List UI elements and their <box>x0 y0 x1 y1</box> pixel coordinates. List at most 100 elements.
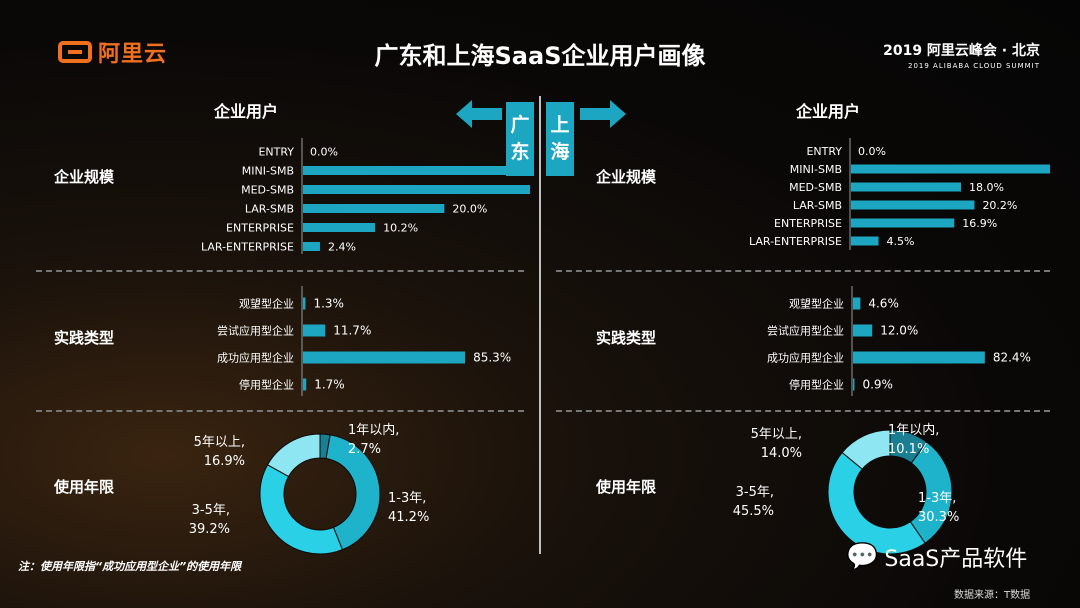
category-label: 停用型企业 <box>239 378 294 392</box>
region-char: 海 <box>550 141 570 163</box>
category-label: 观望型企业 <box>789 297 844 311</box>
category-label: ENTERPRISE <box>226 222 294 235</box>
bar <box>303 297 306 310</box>
region-char: 东 <box>510 141 530 163</box>
category-label: MINI-SMB <box>790 163 842 176</box>
separator-2-left <box>36 410 524 412</box>
donut-label: 1年以内, <box>888 422 939 438</box>
data-label: 0.0% <box>858 145 886 158</box>
data-label: 85.3% <box>473 351 511 365</box>
region-box-guangdong: 广 东 <box>506 102 534 176</box>
category-label: 成功应用型企业 <box>217 351 294 365</box>
separator-2-right <box>556 410 1050 412</box>
donut-label: 5年以上, <box>194 435 245 450</box>
donut-slice <box>259 464 344 555</box>
donut-label: 14.0% <box>761 446 802 461</box>
left-column-header: 企业用户 <box>214 102 279 121</box>
bar <box>303 204 445 213</box>
bar <box>851 164 1050 174</box>
data-label: 16.9% <box>962 217 997 230</box>
wechat-icon: 💬 <box>846 542 879 572</box>
data-label: 20.2% <box>982 199 1017 212</box>
donut-slice <box>841 429 891 470</box>
arrow-left-icon <box>456 98 502 130</box>
watermark-text: SaaS产品软件 <box>884 547 1028 572</box>
bar-chart-practice-guangdong: 观望型企业 1.3% 尝试应用型企业 11.7% 成功应用型企业 85.3% 停用型企业 1.… <box>217 286 511 396</box>
donut-label: 3-5年, <box>736 485 774 500</box>
separator-1-left <box>36 270 524 272</box>
bar <box>853 324 873 337</box>
donut-label: 5年以上, <box>751 427 802 442</box>
bar <box>853 351 985 364</box>
bar <box>853 297 861 310</box>
bar <box>853 378 855 391</box>
bar <box>851 236 879 246</box>
bar <box>303 351 466 364</box>
donut-slice <box>827 451 926 555</box>
page-title: 广东和上海SaaS企业用户画像 <box>374 42 706 70</box>
summit-line-2: 2019 ALIBABA CLOUD SUMMIT <box>908 62 1040 70</box>
right-column-header: 企业用户 <box>796 102 861 121</box>
donut-slice <box>325 434 381 551</box>
data-label: 1.3% <box>313 297 344 311</box>
donut-slice <box>266 433 321 478</box>
bar <box>851 200 975 210</box>
category-label: 尝试应用型企业 <box>767 324 844 338</box>
data-label: 10.2% <box>383 222 418 235</box>
center-divider <box>539 96 541 554</box>
donut-label: 1年以内, <box>348 422 399 438</box>
category-label: ENTRY <box>258 146 294 159</box>
data-label: 4.6% <box>868 297 899 311</box>
row-label-years-left: 使用年限 <box>54 478 115 496</box>
data-label: 18.0% <box>969 181 1004 194</box>
bar <box>303 242 320 251</box>
donut-label: 2.7% <box>348 442 381 457</box>
donut-label: 39.2% <box>189 522 230 537</box>
category-label: LAR-ENTERPRISE <box>201 241 294 254</box>
data-source: 数据来源：T数据 <box>954 590 1031 601</box>
category-label: MED-SMB <box>789 181 842 194</box>
bar <box>851 182 961 192</box>
category-label: 成功应用型企业 <box>767 351 844 365</box>
data-label: 11.7% <box>333 324 371 338</box>
donut-label: 1-3年, <box>388 491 426 506</box>
summit-line-1: 2019 阿里云峰会 · 北京 <box>883 43 1040 59</box>
bar <box>303 324 326 337</box>
donut-label: 45.5% <box>733 504 774 519</box>
region-char: 上 <box>550 114 570 136</box>
row-label-years-right: 使用年限 <box>596 478 657 496</box>
row-label-scale-left: 企业规模 <box>54 168 115 186</box>
category-label: ENTRY <box>806 145 842 158</box>
row-label-practice-right: 实践类型 <box>596 329 657 347</box>
alibaba-cloud-logo: 阿里云 <box>58 36 167 68</box>
donut-label: 3-5年, <box>192 503 230 518</box>
data-label: 20.0% <box>452 203 487 216</box>
bar-chart-scale-guangdong: ENTRY0.0%MINI-SMB32.5%MED-SMB34.9%LAR-SM… <box>201 138 530 254</box>
bar <box>303 185 530 194</box>
donut-label: 41.2% <box>388 510 429 525</box>
logo-text: 阿里云 <box>98 42 168 67</box>
data-label: 82.4% <box>993 351 1031 365</box>
donut-label: 10.1% <box>888 442 929 457</box>
category-label: LAR-ENTERPRISE <box>749 235 842 248</box>
category-label: MINI-SMB <box>242 165 294 178</box>
donut-label: 1-3年, <box>918 491 956 506</box>
separator-1-right <box>556 270 1050 272</box>
category-label: MED-SMB <box>241 184 294 197</box>
data-label: 12.0% <box>880 324 918 338</box>
category-label: ENTERPRISE <box>774 217 842 230</box>
bar <box>303 166 530 175</box>
arrow-right-icon <box>580 98 626 130</box>
bar-chart-scale-shanghai: ENTRY0.0%MINI-SMB40.4%MED-SMB18.0%LAR-SM… <box>749 138 1050 250</box>
data-label: 4.5% <box>887 235 915 248</box>
alibaba-cloud-logo-icon <box>58 41 92 63</box>
footnote: 注：使用年限指“成功应用型企业”的使用年限 <box>18 560 242 573</box>
category-label: 观望型企业 <box>239 297 294 311</box>
data-label: 0.0% <box>310 146 338 159</box>
donut-chart-years-shanghai: 1年以内, 10.1% 1-3年, 30.3% 3-5年, 45.5% 5年以上, 14.0% <box>733 422 959 555</box>
data-label: 2.4% <box>328 241 356 254</box>
donut-label: 30.3% <box>918 510 959 525</box>
watermark: 💬 SaaS产品软件 <box>846 541 1027 573</box>
region-char: 广 <box>510 114 530 136</box>
row-label-practice-left: 实践类型 <box>54 329 115 347</box>
